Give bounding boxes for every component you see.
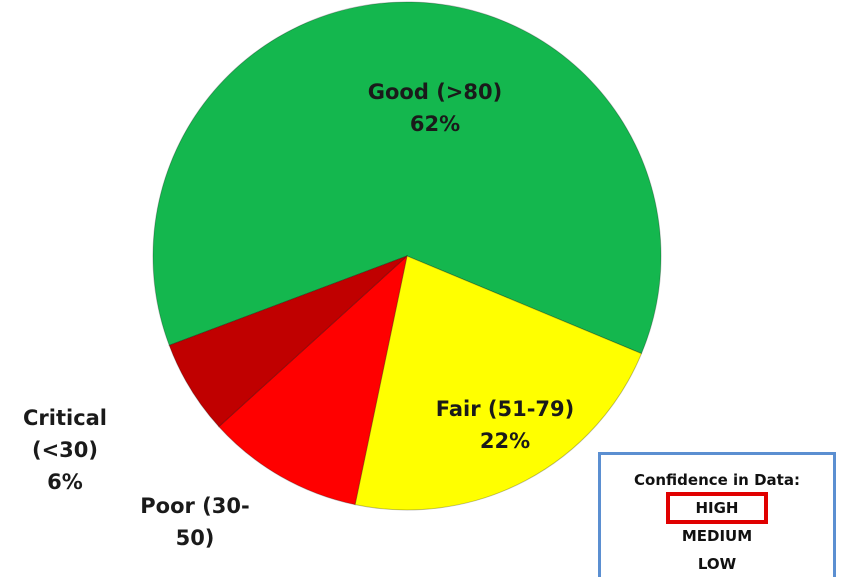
confidence-level: LOW — [697, 555, 737, 573]
slice-label: Fair (51-79) 22% — [405, 393, 605, 457]
confidence-title: Confidence in Data: — [634, 471, 800, 489]
slice-label: Good (>80) 62% — [325, 76, 545, 140]
category-label: Poor (30-50) — [140, 494, 250, 550]
pie-slice — [354, 255, 643, 511]
slice-label: Poor (30-50) — [130, 490, 260, 554]
pie-slice — [168, 255, 408, 428]
slice-label: Critical (<30) 6% — [10, 402, 120, 498]
pie-slice — [218, 254, 408, 506]
confidence-level: HIGH — [666, 492, 768, 524]
value-label: 22% — [479, 429, 531, 453]
value-label: 62% — [409, 112, 461, 136]
value-label: 6% — [47, 470, 83, 494]
category-label: Fair (51-79) — [435, 397, 575, 421]
category-label: Good (>80) — [367, 80, 503, 104]
pie-slice — [152, 1, 662, 355]
confidence-level: MEDIUM — [681, 527, 753, 545]
category-label: Critical (<30) — [22, 406, 108, 462]
confidence-box: Confidence in Data: HIGH MEDIUM LOW — [598, 452, 836, 577]
